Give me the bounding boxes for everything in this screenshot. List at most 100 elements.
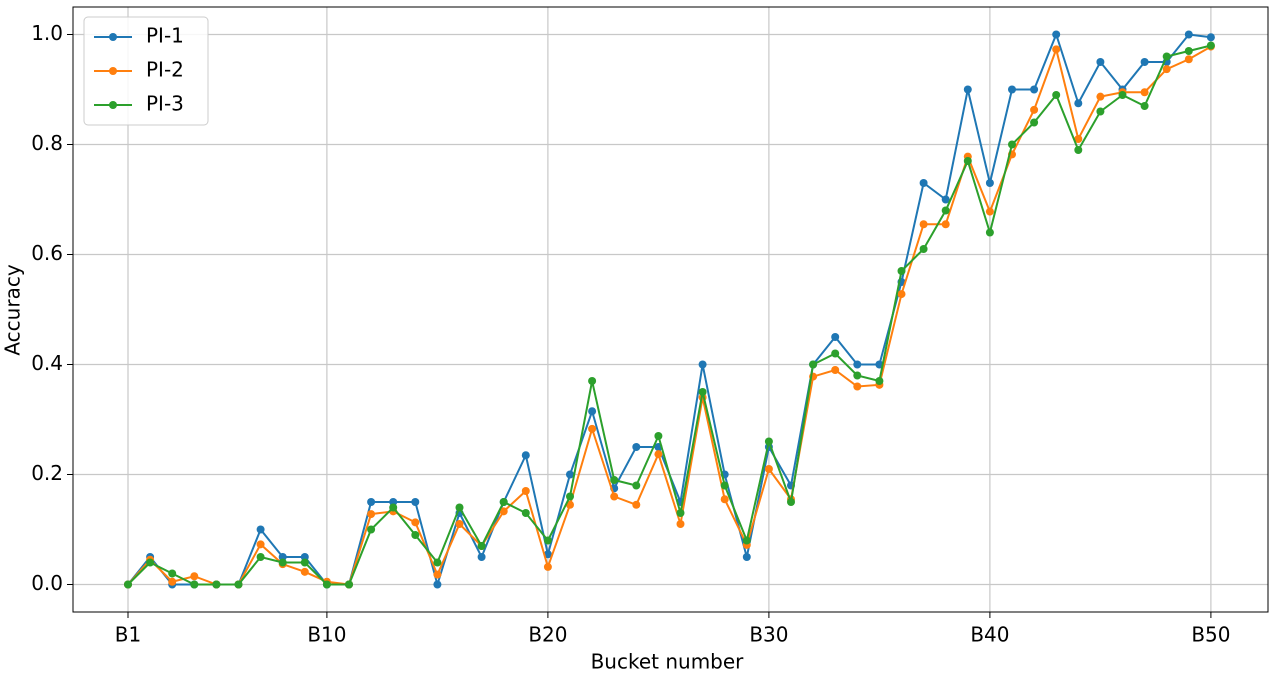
data-point	[521, 487, 530, 495]
data-point	[1140, 58, 1149, 66]
data-point	[168, 577, 177, 586]
data-point	[278, 553, 287, 561]
data-point	[853, 360, 862, 369]
legend-box	[83, 16, 209, 126]
data-point	[742, 553, 751, 561]
data-point	[543, 550, 552, 559]
series-line	[127, 31, 1212, 589]
data-point	[809, 360, 818, 369]
data-point	[897, 290, 906, 299]
x-tick-label: B20	[528, 623, 567, 647]
data-point	[256, 525, 265, 534]
data-point	[322, 580, 331, 589]
data-point	[1184, 30, 1193, 39]
data-point	[654, 432, 663, 440]
data-point	[1184, 47, 1193, 55]
legend-label: PI-3	[146, 92, 184, 116]
data-point	[1096, 58, 1105, 66]
data-point	[919, 245, 928, 253]
data-point	[742, 536, 751, 545]
data-point	[1206, 41, 1215, 50]
data-point	[367, 525, 376, 534]
data-point	[1118, 91, 1127, 99]
data-point	[1008, 85, 1016, 94]
data-point	[1052, 45, 1061, 54]
data-point	[234, 580, 243, 589]
x-tick-label: B30	[749, 623, 788, 647]
data-point	[610, 492, 619, 501]
data-point	[543, 536, 552, 545]
data-point	[676, 520, 685, 528]
data-point	[256, 540, 265, 549]
data-point	[720, 495, 729, 504]
data-point	[941, 220, 950, 229]
data-point	[389, 498, 398, 506]
data-point	[146, 558, 155, 567]
data-point	[1074, 146, 1083, 154]
x-tick-label: B50	[1191, 623, 1230, 647]
data-point	[610, 476, 619, 484]
data-point	[124, 580, 132, 589]
data-point	[499, 507, 508, 516]
data-point	[1096, 107, 1105, 116]
data-point	[919, 179, 928, 187]
data-point	[764, 465, 773, 473]
data-point	[389, 503, 398, 512]
data-point	[433, 570, 442, 579]
data-point	[190, 572, 199, 581]
data-point	[1052, 30, 1061, 39]
data-point	[566, 492, 574, 501]
legend-marker	[109, 33, 117, 41]
data-point	[345, 580, 353, 589]
data-point	[1140, 88, 1149, 97]
legend-label: PI-2	[146, 58, 184, 82]
data-point	[411, 518, 420, 527]
data-point	[1074, 135, 1083, 143]
data-point	[919, 220, 928, 229]
data-point	[831, 333, 840, 341]
data-point	[212, 580, 221, 589]
data-point	[1030, 105, 1039, 114]
data-point	[985, 228, 994, 237]
data-point	[1184, 55, 1193, 64]
x-tick-label: B10	[307, 623, 346, 647]
x-tick-label: B1	[115, 623, 141, 647]
data-point	[1008, 140, 1016, 149]
data-point	[411, 498, 420, 506]
data-point	[521, 451, 530, 460]
data-point	[455, 503, 464, 512]
data-point	[853, 382, 862, 391]
data-point	[1030, 118, 1039, 127]
data-point	[433, 580, 442, 589]
data-point	[300, 558, 309, 567]
data-point	[300, 567, 309, 576]
data-point	[897, 267, 906, 275]
data-point	[764, 437, 773, 446]
series-line	[127, 44, 1212, 586]
data-point	[1140, 102, 1149, 110]
data-point	[499, 498, 508, 506]
data-point	[588, 407, 597, 416]
data-point	[433, 558, 442, 567]
data-point	[278, 558, 287, 567]
data-point	[1206, 33, 1215, 42]
x-axis-label: Bucket number	[591, 650, 745, 674]
data-point	[632, 500, 641, 509]
data-point	[566, 500, 574, 509]
data-point	[1074, 99, 1083, 108]
data-point	[367, 510, 376, 519]
legend-marker	[109, 101, 117, 109]
data-point	[521, 509, 530, 517]
data-point	[455, 520, 464, 528]
y-tick-label: 1.0	[31, 21, 63, 45]
data-point	[168, 569, 177, 578]
series-line	[127, 45, 1212, 586]
legend-label: PI-1	[146, 24, 184, 48]
data-point	[963, 157, 972, 165]
data-point	[787, 498, 795, 506]
data-point	[477, 553, 486, 561]
data-point	[963, 85, 972, 94]
y-tick-label: 0.6	[31, 241, 63, 265]
data-point	[588, 377, 597, 385]
